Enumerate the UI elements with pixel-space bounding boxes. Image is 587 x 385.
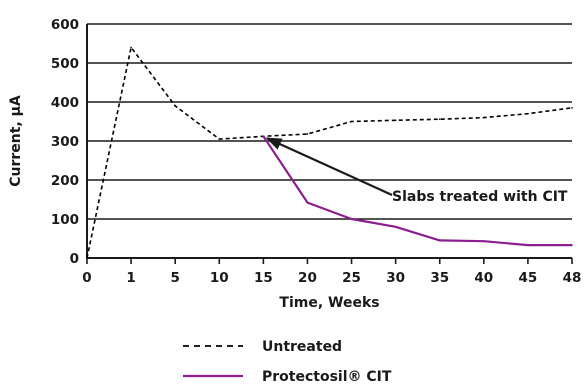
grid [87,23,572,220]
data-point [262,135,265,138]
y-axis-title: Current, µA [8,95,24,187]
x-tick-label: 10 [210,270,229,286]
x-tick-label: 0 [82,270,91,286]
data-point [571,244,573,246]
legend: Untreated Protectosil® CIT [183,339,392,385]
x-tick-label: 48 [563,270,582,286]
x-tick-label: 5 [170,270,179,286]
data-point [350,120,353,123]
data-point [571,107,573,109]
y-tick-label: 600 [51,17,79,33]
annotations: Slabs treated with CIT [265,137,568,205]
data-point [350,218,353,220]
data-point [438,239,441,242]
legend-label: Protectosil® CIT [262,369,392,385]
y-tick-label: 400 [51,95,79,111]
series-line-untreated [86,46,573,259]
annotation-arrow [265,137,393,197]
legend-label: Untreated [262,339,342,355]
data-point [483,240,485,243]
data-point [86,257,88,259]
y-tick-label: 500 [51,56,79,72]
y-tick-label: 300 [51,134,79,150]
data-point [527,244,529,246]
x-tick-label: 40 [474,270,493,286]
y-tick-label: 0 [70,251,79,267]
data-point [306,201,309,204]
annotation-label: Slabs treated with CIT [392,189,568,205]
x-tick-label: 15 [254,270,273,286]
y-tick-label: 200 [51,173,79,189]
x-tick-label: 35 [430,270,449,286]
data-point [527,112,529,115]
data-point [394,119,397,122]
data-point [394,226,397,228]
x-tick-label: 1 [126,270,135,286]
x-tick-label: 25 [342,270,361,286]
data-point [218,138,221,140]
series-lines [86,46,573,259]
data-point [174,105,176,107]
x-tick-label: 30 [386,270,405,286]
series-line-protectosil-cit [262,135,572,247]
y-tick-label: 100 [51,212,79,228]
x-tick-label: 20 [298,270,317,286]
data-point [130,46,132,49]
x-tick-label: 45 [519,270,538,286]
x-axis-title: Time, Weeks [279,295,379,311]
data-point [306,133,309,135]
data-point [483,116,485,119]
data-point [438,118,441,120]
